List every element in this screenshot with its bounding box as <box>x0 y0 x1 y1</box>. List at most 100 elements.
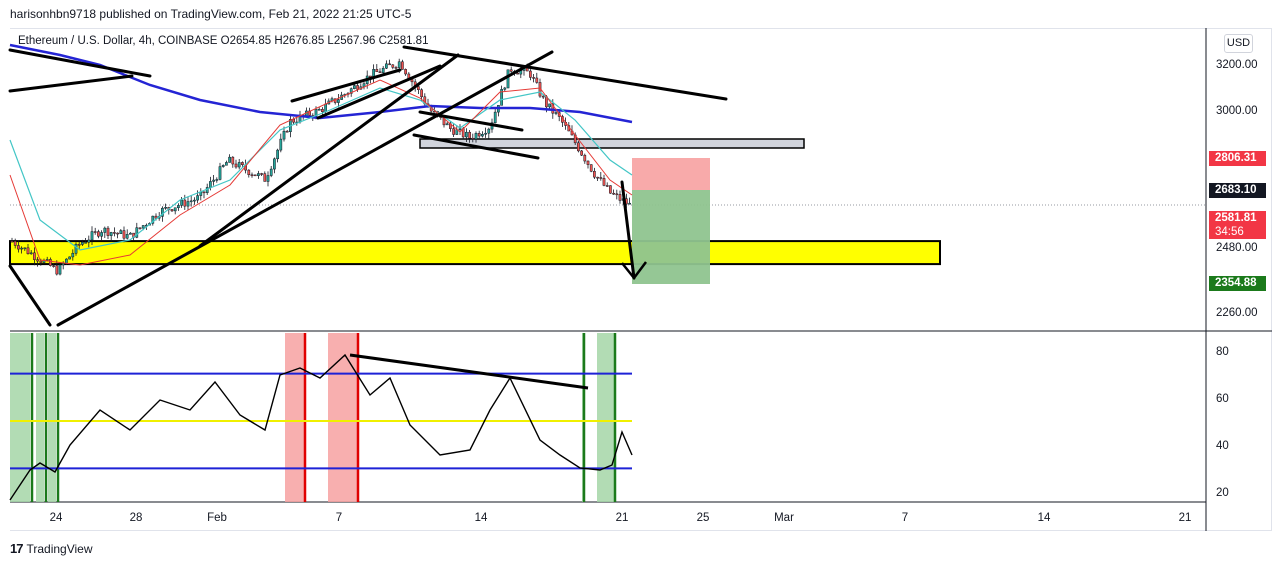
time-tick: 7 <box>336 512 342 524</box>
candle-body <box>321 109 324 113</box>
candle-body <box>353 85 356 89</box>
indicator-tick: 20 <box>1216 487 1229 499</box>
candle-body <box>209 181 212 188</box>
candle-body <box>97 231 100 237</box>
trend-line <box>412 133 540 160</box>
time-tick: 25 <box>697 512 710 524</box>
trend-line <box>8 264 52 327</box>
signal-band <box>328 333 358 502</box>
candle-body <box>484 132 487 135</box>
candle-body <box>81 242 84 245</box>
candle-body <box>337 99 340 103</box>
candle-body <box>471 137 475 140</box>
candle-body <box>228 156 231 163</box>
candle-body <box>292 119 295 123</box>
candle-body <box>452 128 455 135</box>
candle-body <box>548 103 551 108</box>
candle-body <box>221 165 225 167</box>
trend-line <box>56 50 554 327</box>
candle-body <box>282 130 286 140</box>
candle-body <box>605 185 609 187</box>
candle-body <box>445 123 449 126</box>
candle-body <box>13 240 17 246</box>
candle-body <box>535 77 539 83</box>
candle-body <box>250 174 254 177</box>
ma-teal-line <box>9 87 633 251</box>
take-profit-box <box>632 190 710 284</box>
candle-body <box>164 207 167 209</box>
price-tag-stop: 2806.31 <box>1209 151 1266 166</box>
candle-body <box>84 242 87 244</box>
candle-body <box>170 209 174 212</box>
candle-body <box>586 160 590 165</box>
candle-body <box>273 158 276 170</box>
candle-body <box>500 89 503 106</box>
candle-body <box>381 67 385 73</box>
legend-high: H2676.85 <box>274 35 325 47</box>
candle-body <box>119 230 123 234</box>
candle-body <box>589 164 593 172</box>
price-tag-entry: 2683.10 <box>1209 183 1266 198</box>
candle-body <box>602 178 606 186</box>
candle-body <box>493 111 497 123</box>
trend-line <box>620 180 636 280</box>
candle-body <box>397 61 401 68</box>
candle-body <box>618 194 622 201</box>
indicator-tick: 60 <box>1216 393 1229 405</box>
candle-body <box>503 87 507 90</box>
candle-body <box>593 171 596 178</box>
candle-body <box>177 205 180 209</box>
candle-body <box>202 191 206 194</box>
candle-body <box>394 67 398 69</box>
signal-band <box>597 333 615 502</box>
candle-body <box>529 70 532 78</box>
price-tag-target: 2354.88 <box>1209 276 1266 291</box>
time-tick: Mar <box>774 512 794 524</box>
candle-body <box>554 112 558 114</box>
candle-body <box>474 133 478 140</box>
candle-body <box>596 176 599 179</box>
candle-body <box>90 231 94 241</box>
watermark-text: TradingView <box>26 541 93 556</box>
candle-body <box>61 263 65 266</box>
candle-body <box>106 227 110 236</box>
indicator-tick: 80 <box>1216 346 1229 358</box>
candle-body <box>180 199 183 206</box>
candle-body <box>628 202 631 205</box>
tradingview-watermark[interactable]: 17 TradingView <box>10 541 93 556</box>
price-tick: 3000.00 <box>1216 105 1258 117</box>
time-tick: 14 <box>1038 512 1051 524</box>
candle-body <box>215 179 219 181</box>
tradingview-logo-icon: 17 <box>10 541 24 556</box>
legend-close: C2581.81 <box>378 35 429 47</box>
candle-body <box>218 166 222 180</box>
legend-low: L2567.96 <box>327 35 376 47</box>
candle-body <box>93 231 97 233</box>
candle-body <box>285 130 289 133</box>
stop-loss-box <box>632 158 710 190</box>
trend-line <box>316 64 442 120</box>
price-tick: 2480.00 <box>1216 242 1258 254</box>
time-tick: Feb <box>207 512 227 524</box>
candle-body <box>26 247 30 255</box>
candle-body <box>349 88 353 94</box>
candle-body <box>138 227 142 229</box>
candle-body <box>237 162 241 168</box>
trend-line <box>290 68 402 103</box>
candle-body <box>241 162 244 165</box>
candle-body <box>20 247 23 250</box>
candle-body <box>516 72 519 75</box>
currency-button[interactable]: USD <box>1224 34 1253 53</box>
candle-body <box>481 133 484 137</box>
candle-body <box>196 195 199 201</box>
candle-body <box>173 207 177 212</box>
candle-body <box>468 131 471 139</box>
candle-body <box>135 227 139 238</box>
candle-body <box>234 163 238 168</box>
candle-body <box>113 232 116 234</box>
chart-legend: Ethereum / U.S. Dollar, 4h, COINBASE O26… <box>18 35 428 47</box>
candle-body <box>385 63 388 69</box>
candle-body <box>612 192 615 195</box>
candle-body <box>52 265 55 267</box>
